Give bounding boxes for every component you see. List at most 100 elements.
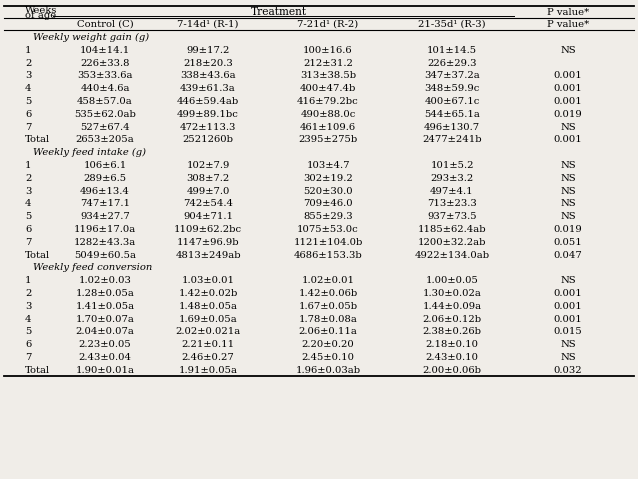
Text: 1075±53.0c: 1075±53.0c (297, 225, 359, 234)
Text: Control (C): Control (C) (77, 20, 133, 28)
Text: 5: 5 (25, 327, 31, 336)
Text: 2.43±0.10: 2.43±0.10 (426, 353, 478, 362)
Text: 4: 4 (25, 84, 31, 93)
Text: 2521260b: 2521260b (182, 136, 234, 144)
Text: NS: NS (560, 186, 576, 195)
Text: 0.001: 0.001 (554, 84, 582, 93)
Text: 0.001: 0.001 (554, 315, 582, 323)
Text: 904±71.1: 904±71.1 (183, 212, 233, 221)
Text: 747±17.1: 747±17.1 (80, 199, 130, 208)
Text: 2477±241b: 2477±241b (422, 136, 482, 144)
Text: 1.41±0.05a: 1.41±0.05a (75, 302, 135, 311)
Text: 102±7.9: 102±7.9 (186, 161, 230, 170)
Text: NS: NS (560, 276, 576, 285)
Text: 7-14d¹ (R-1): 7-14d¹ (R-1) (177, 20, 239, 28)
Text: 101±14.5: 101±14.5 (427, 46, 477, 55)
Text: 1.91±0.05a: 1.91±0.05a (179, 366, 237, 375)
Text: 21-35d¹ (R-3): 21-35d¹ (R-3) (418, 20, 486, 28)
Text: 446±59.4ab: 446±59.4ab (177, 97, 239, 106)
Text: 2.45±0.10: 2.45±0.10 (302, 353, 355, 362)
Text: NS: NS (560, 353, 576, 362)
Text: 0.047: 0.047 (554, 251, 582, 260)
Text: 440±4.6a: 440±4.6a (80, 84, 130, 93)
Text: 2395±275b: 2395±275b (299, 136, 358, 144)
Text: 1.90±0.01a: 1.90±0.01a (75, 366, 135, 375)
Text: P value*: P value* (547, 20, 589, 28)
Text: 347±37.2a: 347±37.2a (424, 71, 480, 80)
Text: 2.23±0.05: 2.23±0.05 (78, 340, 131, 349)
Text: 439±61.3a: 439±61.3a (180, 84, 236, 93)
Text: 4: 4 (25, 199, 31, 208)
Text: 1282±43.3a: 1282±43.3a (74, 238, 136, 247)
Text: 544±65.1a: 544±65.1a (424, 110, 480, 119)
Text: 496±13.4: 496±13.4 (80, 186, 130, 195)
Text: 212±31.2: 212±31.2 (303, 58, 353, 68)
Text: 1.02±0.01: 1.02±0.01 (302, 276, 355, 285)
Text: 338±43.6a: 338±43.6a (180, 71, 236, 80)
Text: 7-21d¹ (R-2): 7-21d¹ (R-2) (297, 20, 359, 28)
Text: 527±67.4: 527±67.4 (80, 123, 130, 132)
Text: 520±30.0: 520±30.0 (303, 186, 353, 195)
Text: 5: 5 (25, 97, 31, 106)
Text: 934±27.7: 934±27.7 (80, 212, 130, 221)
Text: Weekly feed intake (g): Weekly feed intake (g) (33, 148, 146, 157)
Text: Total: Total (25, 251, 50, 260)
Text: 713±23.3: 713±23.3 (427, 199, 477, 208)
Text: of age: of age (25, 11, 56, 20)
Text: 106±6.1: 106±6.1 (84, 161, 126, 170)
Text: 1: 1 (25, 276, 31, 285)
Text: 3: 3 (25, 302, 31, 311)
Text: 461±109.6: 461±109.6 (300, 123, 356, 132)
Text: 2653±205a: 2653±205a (76, 136, 135, 144)
Text: 302±19.2: 302±19.2 (303, 174, 353, 182)
Text: 7: 7 (25, 353, 31, 362)
Text: 1.00±0.05: 1.00±0.05 (426, 276, 478, 285)
Text: Weekly weight gain (g): Weekly weight gain (g) (33, 33, 149, 42)
Text: 1.28±0.05a: 1.28±0.05a (75, 289, 135, 298)
Text: 2.46±0.27: 2.46±0.27 (182, 353, 234, 362)
Text: 499±7.0: 499±7.0 (186, 186, 230, 195)
Text: NS: NS (560, 174, 576, 182)
Text: 1.30±0.02a: 1.30±0.02a (422, 289, 482, 298)
Text: 3: 3 (25, 71, 31, 80)
Text: 1200±32.2ab: 1200±32.2ab (418, 238, 486, 247)
Text: 7: 7 (25, 123, 31, 132)
Text: 1.44±0.09a: 1.44±0.09a (422, 302, 482, 311)
Text: 6: 6 (25, 225, 31, 234)
Text: 0.001: 0.001 (554, 289, 582, 298)
Text: 1.67±0.05b: 1.67±0.05b (299, 302, 357, 311)
Text: 1109±62.2bc: 1109±62.2bc (174, 225, 242, 234)
Text: 1147±96.9b: 1147±96.9b (177, 238, 239, 247)
Text: 4: 4 (25, 315, 31, 323)
Text: NS: NS (560, 212, 576, 221)
Text: 104±14.1: 104±14.1 (80, 46, 130, 55)
Text: 4686±153.3b: 4686±153.3b (293, 251, 362, 260)
Text: Weeks: Weeks (25, 6, 57, 15)
Text: 348±59.9c: 348±59.9c (424, 84, 480, 93)
Text: NS: NS (560, 123, 576, 132)
Text: 2.18±0.10: 2.18±0.10 (426, 340, 478, 349)
Text: 1.42±0.06b: 1.42±0.06b (299, 289, 358, 298)
Text: 0.015: 0.015 (554, 327, 582, 336)
Text: Weekly feed conversion: Weekly feed conversion (33, 263, 152, 273)
Text: 4813±249ab: 4813±249ab (175, 251, 241, 260)
Text: 2: 2 (25, 289, 31, 298)
Text: 496±130.7: 496±130.7 (424, 123, 480, 132)
Text: 0.051: 0.051 (554, 238, 582, 247)
Text: 2.02±0.021a: 2.02±0.021a (175, 327, 241, 336)
Text: 1196±17.0a: 1196±17.0a (74, 225, 136, 234)
Text: 0.001: 0.001 (554, 97, 582, 106)
Text: 1.70±0.07a: 1.70±0.07a (75, 315, 135, 323)
Text: Total: Total (25, 366, 50, 375)
Text: 2.00±0.06b: 2.00±0.06b (422, 366, 482, 375)
Text: 1121±104.0b: 1121±104.0b (293, 238, 362, 247)
Text: 0.001: 0.001 (554, 71, 582, 80)
Text: 3: 3 (25, 186, 31, 195)
Text: 0.001: 0.001 (554, 302, 582, 311)
Text: 6: 6 (25, 110, 31, 119)
Text: 308±7.2: 308±7.2 (186, 174, 230, 182)
Text: NS: NS (560, 199, 576, 208)
Text: NS: NS (560, 46, 576, 55)
Text: 5: 5 (25, 212, 31, 221)
Text: 400±67.1c: 400±67.1c (424, 97, 480, 106)
